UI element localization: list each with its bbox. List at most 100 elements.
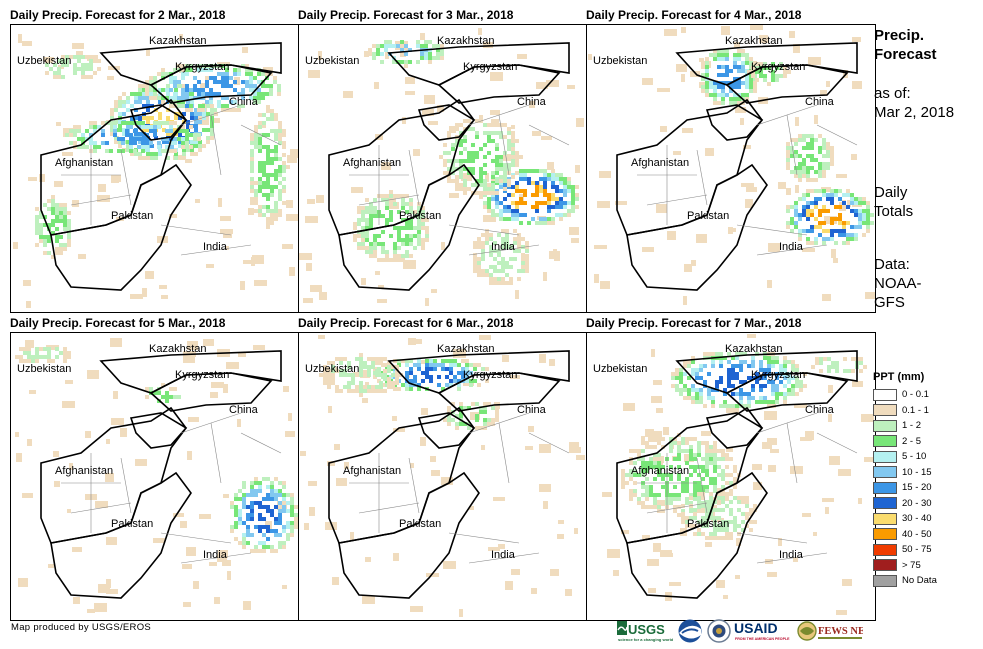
legend-swatch xyxy=(873,419,897,432)
pakistan-border xyxy=(338,471,480,599)
legend-swatch xyxy=(873,404,897,417)
forecast-panel-mar-4: Daily Precip. Forecast for 4 Mar., 2018 … xyxy=(586,8,876,318)
country-label-afghanistan: Afghanistan xyxy=(631,157,690,169)
legend-item: > 75 xyxy=(873,558,937,574)
admin-boundary xyxy=(358,194,420,206)
country-label-uzbekistan: Uzbekistan xyxy=(17,363,72,375)
kazakhstan-border xyxy=(99,350,282,394)
legend-label: 0 - 0.1 xyxy=(902,389,929,401)
country-label-pakistan: Pakistan xyxy=(399,210,442,222)
forecast-panel-mar-2: Daily Precip. Forecast for 2 Mar., 2018 … xyxy=(10,8,300,318)
legend-swatch xyxy=(873,466,897,479)
legend-item: 2 - 5 xyxy=(873,434,937,450)
legend-label: 15 - 20 xyxy=(902,482,932,494)
partner-logos: USGS science for a changing world USAID … xyxy=(617,618,863,644)
admin-boundary xyxy=(786,114,798,176)
usgs-text: USGS xyxy=(628,622,665,637)
country-label-china: China xyxy=(805,96,834,108)
pakistan-border xyxy=(50,163,192,291)
tajikistan-border xyxy=(705,412,764,449)
legend-swatch xyxy=(873,481,897,494)
legend-rows: 0 - 0.1 0.1 - 1 1 - 2 2 - 5 5 - 10 10 - 15 15 … xyxy=(873,387,937,589)
country-label-afghanistan: Afghanistan xyxy=(343,157,402,169)
admin-boundary xyxy=(736,532,808,544)
precip-map: Kazakhstan Uzbekistan Kyrgyzstan China Afgha… xyxy=(10,332,300,621)
admin-boundary xyxy=(528,432,570,454)
country-label-kyrgyzstan: Kyrgyzstan xyxy=(463,61,518,73)
precip-field xyxy=(353,40,579,285)
legend-item: 1 - 2 xyxy=(873,418,937,434)
country-label-uzbekistan: Uzbekistan xyxy=(17,55,72,67)
admin-boundary xyxy=(70,194,132,206)
country-label-china: China xyxy=(517,404,546,416)
legend-label: 0.1 - 1 xyxy=(902,404,929,416)
noaa-logo xyxy=(677,618,703,644)
map-canvas xyxy=(602,334,875,615)
country-label-pakistan: Pakistan xyxy=(111,518,154,530)
admin-boundary xyxy=(408,149,420,206)
admin-boundary xyxy=(358,502,420,514)
admin-boundary xyxy=(240,124,282,146)
precip-map: Kazakhstan Uzbekistan Kyrgyzstan China Afgha… xyxy=(298,332,588,621)
precip-field xyxy=(15,347,298,553)
admin-boundary xyxy=(468,244,540,256)
country-label-uzbekistan: Uzbekistan xyxy=(593,363,648,375)
legend-swatch xyxy=(873,528,897,541)
data-line1: Data: xyxy=(874,256,910,273)
legend-title: PPT (mm) xyxy=(873,371,925,383)
country-label-kazakhstan: Kazakhstan xyxy=(149,343,207,355)
kazakhstan-border xyxy=(675,350,858,394)
legend-item: 0 - 0.1 xyxy=(873,387,937,403)
country-label-china: China xyxy=(229,404,258,416)
map-canvas xyxy=(13,34,299,308)
country-label-kyrgyzstan: Kyrgyzstan xyxy=(175,61,230,73)
kazakhstan-border xyxy=(675,42,858,86)
admin-boundary xyxy=(408,457,420,514)
forecast-panel-mar-7: Daily Precip. Forecast for 7 Mar., 2018 … xyxy=(586,316,876,626)
legend-label: No Data xyxy=(902,575,937,587)
legend-label: > 75 xyxy=(902,559,921,571)
legend-label: 2 - 5 xyxy=(902,435,922,447)
tajikistan-border xyxy=(129,412,188,449)
sidebar-title-line2: Forecast xyxy=(874,46,937,63)
admin-boundary xyxy=(696,149,708,206)
legend-swatch xyxy=(873,543,897,556)
legend-item: 0.1 - 1 xyxy=(873,403,937,419)
admin-boundary xyxy=(120,149,132,206)
admin-boundary xyxy=(468,552,540,564)
admin-boundary xyxy=(498,114,510,176)
sidebar-totals: Daily Totals xyxy=(874,183,913,221)
precip-map: Kazakhstan Uzbekistan Kyrgyzstan China Afgha… xyxy=(10,24,300,313)
precip-legend: PPT (mm) 0 - 0.1 0.1 - 1 1 - 2 2 - 5 5 - 10 1… xyxy=(873,371,937,589)
country-label-afghanistan: Afghanistan xyxy=(55,157,114,169)
country-label-kazakhstan: Kazakhstan xyxy=(437,343,495,355)
country-label-india: India xyxy=(203,241,227,253)
legend-label: 40 - 50 xyxy=(902,528,932,540)
country-label-china: China xyxy=(517,96,546,108)
admin-boundary xyxy=(210,422,222,484)
legend-item: 10 - 15 xyxy=(873,465,937,481)
as-of-date: Mar 2, 2018 xyxy=(874,104,955,121)
precip-map: Kazakhstan Uzbekistan Kyrgyzstan China Afgha… xyxy=(298,24,588,313)
data-line3: GFS xyxy=(874,294,905,311)
legend-label: 1 - 2 xyxy=(902,420,922,432)
admin-boundary xyxy=(448,532,520,544)
country-label-kyrgyzstan: Kyrgyzstan xyxy=(463,369,518,381)
precip-map: Kazakhstan Uzbekistan Kyrgyzstan China Afgha… xyxy=(586,332,876,621)
tajikistan-border xyxy=(417,104,476,141)
country-label-pakistan: Pakistan xyxy=(111,210,154,222)
admin-boundary xyxy=(448,224,520,236)
kazakhstan-border xyxy=(387,42,570,86)
precip-field xyxy=(621,352,867,540)
country-label-kazakhstan: Kazakhstan xyxy=(725,35,783,47)
pakistan-border xyxy=(338,163,480,291)
country-label-pakistan: Pakistan xyxy=(687,210,730,222)
country-label-afghanistan: Afghanistan xyxy=(631,465,690,477)
panel-title: Daily Precip. Forecast for 7 Mar., 2018 xyxy=(586,316,802,330)
pakistan-border xyxy=(626,471,768,599)
tajikistan-border xyxy=(705,104,764,141)
admin-boundary xyxy=(240,432,282,454)
admin-boundary xyxy=(696,457,708,514)
sidebar-title-line1: Precip. xyxy=(874,27,925,44)
admin-boundary xyxy=(756,552,828,564)
